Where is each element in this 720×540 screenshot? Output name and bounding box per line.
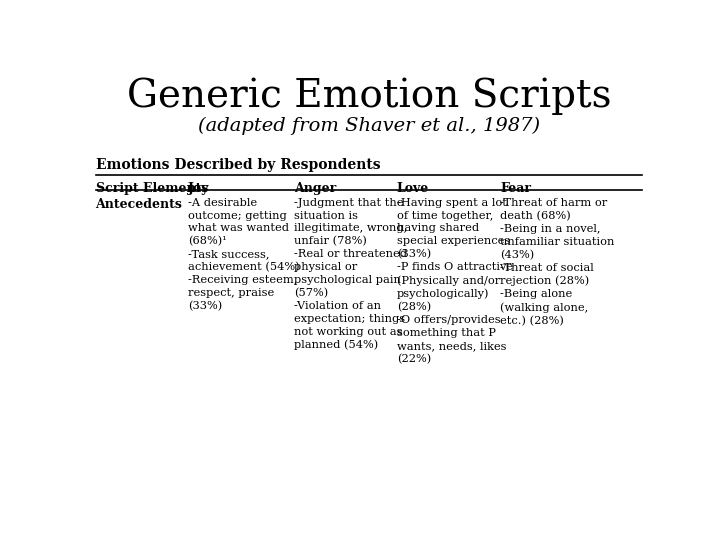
Text: -Threat of harm or
death (68%)
-Being in a novel,
unfamiliar situation
(43%)
-Th: -Threat of harm or death (68%) -Being in… xyxy=(500,198,614,326)
Text: (adapted from Shaver et al., 1987): (adapted from Shaver et al., 1987) xyxy=(198,117,540,135)
Text: Anger: Anger xyxy=(294,182,336,195)
Text: -Judgment that the
situation is
illegitimate, wrong,
unfair (78%)
-Real or threa: -Judgment that the situation is illegiti… xyxy=(294,198,407,350)
Text: -Having spent a lot
of time together,
having shared
special experiences
(33%)
-P: -Having spent a lot of time together, ha… xyxy=(397,198,513,364)
Text: Generic Emotion Scripts: Generic Emotion Scripts xyxy=(127,77,611,115)
Text: -A desirable
outcome; getting
what was wanted
(68%)¹
-Task success,
achievement : -A desirable outcome; getting what was w… xyxy=(188,198,300,312)
Text: Script Elements: Script Elements xyxy=(96,182,208,195)
Text: Joy: Joy xyxy=(188,182,209,195)
Text: Antecedents: Antecedents xyxy=(96,198,182,211)
Text: Emotions Described by Respondents: Emotions Described by Respondents xyxy=(96,158,380,172)
Text: Love: Love xyxy=(397,182,429,195)
Text: Fear: Fear xyxy=(500,182,531,195)
